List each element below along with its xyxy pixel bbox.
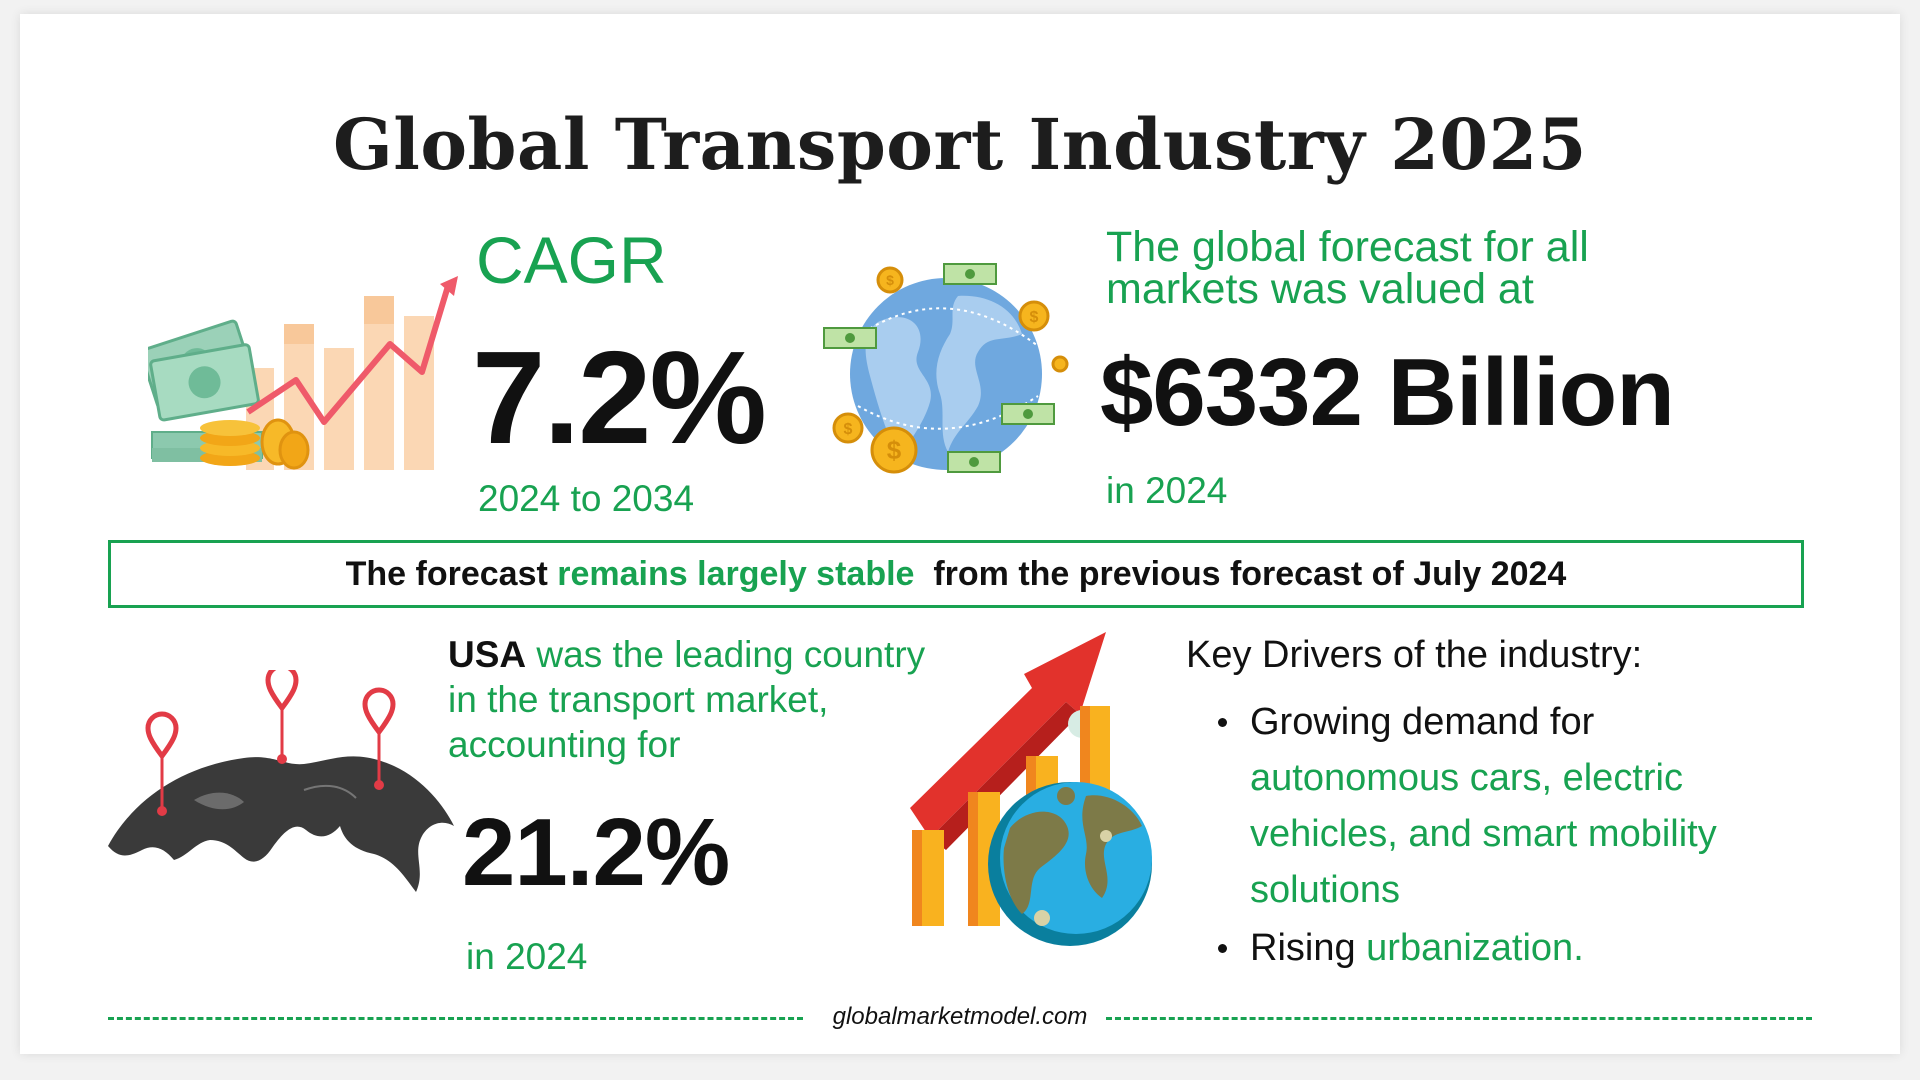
banner-highlight: remains largely stable [557, 555, 915, 593]
usa-share-value: 21.2% [462, 799, 730, 906]
growth-globe-chart-icon [910, 632, 1152, 946]
driver-item: Rising urbanization. [1214, 920, 1774, 976]
driver-item2-text: Rising [1250, 927, 1367, 969]
usa-description: USA was the leading country in the transp… [448, 632, 988, 767]
forecast-value: $6332 Billion [1100, 339, 1675, 446]
usa-text-line3: accounting for [448, 724, 681, 765]
cagr-label: CAGR [476, 223, 667, 297]
banner-text: The forecast [345, 555, 558, 593]
driver-item1-highlight: autonomous cars, electric vehicles, and … [1250, 757, 1717, 911]
money-growth-chart-icon [148, 276, 458, 470]
cagr-value: 7.2% [472, 324, 767, 471]
drivers-title: Key Drivers of the industry: [1186, 634, 1643, 676]
driver-item: Growing demand for autonomous cars, elect… [1214, 694, 1774, 918]
svg-text:$: $ [844, 421, 853, 438]
usa-text-line1: was the leading country [526, 634, 926, 675]
drivers-list: Growing demand for autonomous cars, elect… [1214, 694, 1774, 976]
infographic-card [20, 14, 1900, 1054]
globe-money-icon: $ $ $ $ [823, 263, 1069, 474]
usa-country: USA [448, 634, 527, 675]
driver-item2-highlight: urbanization. [1366, 927, 1584, 969]
usa-text-line2: in the transport market, [448, 679, 829, 720]
svg-text:$: $ [1030, 309, 1039, 326]
cagr-period: 2024 to 2034 [478, 478, 695, 519]
usa-year: in 2024 [466, 936, 588, 977]
footer-site: globalmarketmodel.com [832, 1003, 1088, 1030]
footer-divider-left [108, 1017, 803, 1020]
forecast-text-line1: The global forecast for all [1106, 223, 1589, 271]
driver-item1-text: Growing demand for [1250, 701, 1595, 743]
forecast-banner: The forecast remains largely stable from… [108, 540, 1804, 608]
forecast-year: in 2024 [1106, 470, 1228, 511]
svg-text:$: $ [887, 435, 902, 465]
footer-divider-right [1106, 1017, 1812, 1020]
page-title: Global Transport Industry 2025 [332, 103, 1588, 186]
svg-text:$: $ [886, 272, 894, 288]
banner-text-end: from the previous forecast of July 2024 [914, 555, 1567, 593]
world-map-pins-icon [108, 670, 454, 892]
forecast-text-line2: markets was valued at [1106, 265, 1534, 313]
